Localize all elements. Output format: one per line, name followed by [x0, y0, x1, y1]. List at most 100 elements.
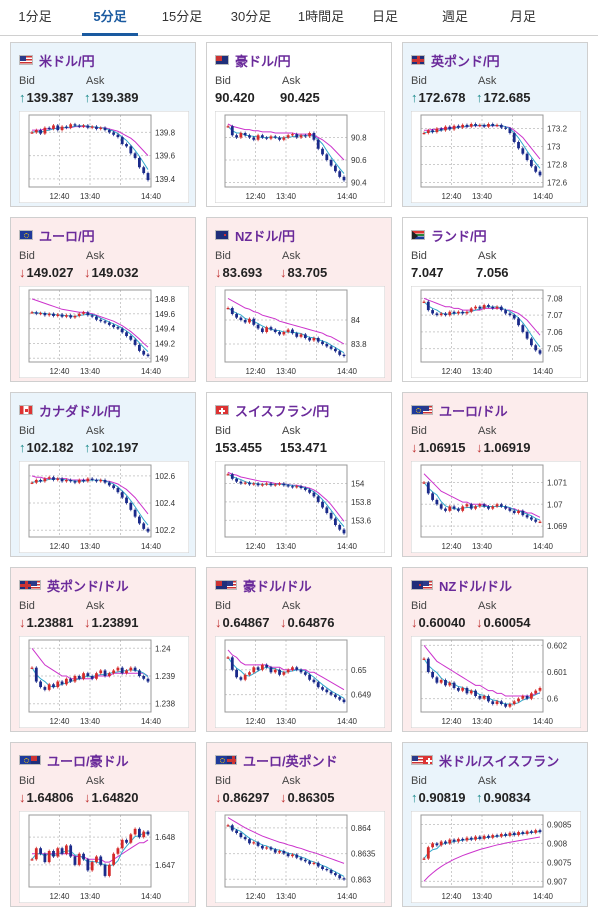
- bid-label: Bid: [411, 75, 427, 87]
- candle-body: [82, 853, 85, 860]
- x-tick-label: 12:40: [49, 892, 70, 901]
- bid-label: Bid: [19, 425, 35, 437]
- candlestick-chart[interactable]: 154 153.8 153.6 12:40 13:40 14:40: [215, 461, 385, 553]
- candlestick-chart[interactable]: 1.648 1.647 12:40 13:40 14:40: [19, 811, 189, 903]
- rate-card[interactable]: ユーロ/豪ドル Bid Ask ↓1.64806 ↓1.64820 1.648 1.647 1…: [10, 742, 196, 907]
- currency-pair-link[interactable]: 米ドル/スイスフラン: [411, 751, 559, 769]
- rate-card[interactable]: ユーロ/英ポンド Bid Ask ↓0.86297 ↓0.86305 0.864 0.863…: [206, 742, 392, 907]
- currency-pair-link[interactable]: スイスフラン/円: [215, 401, 329, 419]
- rate-card[interactable]: ユーロ/円 Bid Ask ↓149.027 ↓149.032 149.8 149.6 149…: [10, 217, 196, 382]
- candle-body: [235, 135, 238, 138]
- rate-card[interactable]: 豪ドル/ドル Bid Ask ↓0.64867 ↓0.64876 0.65 0.649 12:…: [206, 567, 392, 732]
- x-tick-label: 14:40: [141, 892, 162, 901]
- moving-average-line: [227, 123, 345, 161]
- candlestick-chart[interactable]: 7.08 7.07 7.06 7.05 12:40 13:40 14:40: [411, 286, 581, 378]
- x-tick-label: 14:40: [533, 892, 554, 901]
- candle-body: [512, 510, 516, 513]
- candle-body: [461, 688, 465, 691]
- x-tick-label: 13:40: [80, 542, 101, 551]
- currency-pair-link[interactable]: ランド/円: [411, 226, 487, 244]
- rate-card[interactable]: カナダドル/円 Bid Ask ↑102.182 ↑102.197 102.6 102.4 1…: [10, 392, 196, 557]
- candle-body: [295, 333, 299, 337]
- tab-5[interactable]: 日足: [371, 9, 398, 24]
- candle-body: [30, 859, 34, 861]
- chart-background: [411, 811, 581, 903]
- tab-2[interactable]: 15分足: [161, 9, 203, 24]
- currency-pair-link[interactable]: ユーロ/ドル: [411, 401, 508, 419]
- currency-pair-link[interactable]: ユーロ/英ポンド: [215, 751, 338, 769]
- rate-card[interactable]: 英ポンド/円 Bid Ask ↑172.678 ↑172.685 173.2 173 172.…: [402, 42, 588, 207]
- candle-body: [34, 848, 38, 860]
- candle-body: [478, 124, 482, 127]
- ask-value: 172.685: [483, 90, 531, 105]
- candlestick-chart[interactable]: 0.65 0.649 12:40 13:40 14:40: [215, 636, 385, 728]
- candle-body: [99, 127, 103, 129]
- rate-card[interactable]: 米ドル/円 Bid Ask ↑139.387 ↑139.389 139.8 139.6 139…: [10, 42, 196, 207]
- tab-6[interactable]: 週足: [441, 9, 468, 24]
- currency-pair-link[interactable]: カナダドル/円: [19, 401, 121, 419]
- rate-card[interactable]: スイスフラン/円 Bid Ask 153.455 153.471 154 153.8 153.…: [206, 392, 392, 557]
- candle-body: [226, 126, 230, 128]
- x-tick-label: 12:40: [245, 542, 266, 551]
- candlestick-chart[interactable]: 102.6 102.4 102.2 12:40 13:40 14:40: [19, 461, 189, 553]
- candle-body: [34, 667, 38, 682]
- currency-pair-link[interactable]: NZドル/円: [215, 226, 295, 244]
- chart-background: [19, 461, 189, 553]
- y-tick-label: 7.08: [547, 294, 563, 303]
- candle-body: [34, 479, 38, 483]
- currency-pair-link[interactable]: 米ドル/円: [19, 51, 95, 69]
- candle-body: [120, 137, 124, 145]
- candlestick-chart[interactable]: 149.8 149.6 149.4 149.2 149 12:40 13:40 14:40: [19, 286, 189, 378]
- candle-body: [82, 125, 85, 127]
- bid-price: ↓0.60040: [411, 615, 466, 630]
- rate-card[interactable]: ランド/円 Bid Ask 7.047 7.056 7.08 7.07 7.06 7.05 12:…: [402, 217, 588, 382]
- flag-icon: [411, 230, 425, 240]
- candlestick-chart[interactable]: 90.8 90.6 90.4 12:40 13:40 14:40: [215, 111, 385, 203]
- bid-price: 153.455: [215, 440, 262, 455]
- y-tick-label: 90.8: [351, 134, 367, 143]
- rate-card[interactable]: ユーロ/ドル Bid Ask ↓1.06915 ↓1.06919 1.071 1.07 1.0…: [402, 392, 588, 557]
- candle-body: [273, 136, 277, 138]
- rate-card[interactable]: NZドル/ドル Bid Ask ↓0.60040 ↓0.60054 0.602 0.601 0…: [402, 567, 588, 732]
- y-tick-label: 0.65: [351, 666, 367, 675]
- currency-pair-link[interactable]: ユーロ/円: [19, 226, 95, 244]
- ask-value: 0.60054: [483, 615, 531, 630]
- bid-price: 7.047: [411, 265, 444, 280]
- candle-body: [291, 134, 294, 136]
- currency-pair-link[interactable]: 英ポンド/ドル: [19, 576, 129, 594]
- candlestick-chart[interactable]: 139.8 139.6 139.4 12:40 13:40 14:40: [19, 111, 189, 203]
- rate-card[interactable]: NZドル/円 Bid Ask ↓83.693 ↓83.705 84 83.8 12:40 13:…: [206, 217, 392, 382]
- candle-body: [82, 673, 85, 679]
- tab-7[interactable]: 月足: [509, 9, 536, 24]
- candlestick-chart[interactable]: 0.9085 0.908 0.9075 0.907 12:40 13:40 14:40: [411, 811, 581, 903]
- candle-body: [491, 306, 495, 309]
- currency-pair-link[interactable]: 英ポンド/円: [411, 51, 500, 69]
- candlestick-chart[interactable]: 1.071 1.07 1.069 12:40 13:40 14:40: [411, 461, 581, 553]
- candlestick-chart[interactable]: 0.864 0.8635 0.863 12:40 13:40 14:40: [215, 811, 385, 903]
- short-average-line: [31, 832, 148, 867]
- currency-pair-link[interactable]: NZドル/ドル: [411, 576, 512, 594]
- currency-pair-link[interactable]: 豪ドル/ドル: [215, 576, 312, 594]
- ask-label: Ask: [478, 425, 497, 437]
- tab-0[interactable]: 1分足: [18, 9, 52, 24]
- candle-body: [112, 853, 116, 865]
- tab-4[interactable]: 1時間足: [297, 9, 345, 24]
- rate-card[interactable]: 豪ドル/円 Bid Ask 90.420 90.425 90.8 90.6 90.4 12:40…: [206, 42, 392, 207]
- candlestick-chart[interactable]: 173.2 173 172.8 172.6 12:40 13:40 14:40: [411, 111, 581, 203]
- x-tick-label: 12:40: [441, 542, 462, 551]
- tab-1[interactable]: 5分足: [82, 0, 138, 36]
- tab-3[interactable]: 30分足: [230, 9, 272, 24]
- candlestick-chart[interactable]: 1.24 1.239 1.238 12:40 13:40 14:40: [19, 636, 189, 728]
- candle-body: [146, 173, 150, 181]
- bid-price: ↓0.64867: [215, 615, 270, 630]
- bid-value: 90.420: [215, 90, 255, 105]
- currency-pair-link[interactable]: ユーロ/豪ドル: [19, 751, 129, 769]
- candlestick-chart[interactable]: 0.602 0.601 0.6 12:40 13:40 14:40: [411, 636, 581, 728]
- rate-card[interactable]: 英ポンド/ドル Bid Ask ↓1.23881 ↓1.23891 1.24 1.239 1.…: [10, 567, 196, 732]
- rate-card[interactable]: 米ドル/スイスフラン Bid Ask ↑0.90819 ↑0.90834 0.9085 0.…: [402, 742, 588, 907]
- currency-pair-link[interactable]: 豪ドル/円: [215, 51, 291, 69]
- candle-body: [133, 153, 137, 158]
- candle-body: [116, 667, 120, 671]
- candle-body: [303, 859, 307, 862]
- candlestick-chart[interactable]: 84 83.8 12:40 13:40 14:40: [215, 286, 385, 378]
